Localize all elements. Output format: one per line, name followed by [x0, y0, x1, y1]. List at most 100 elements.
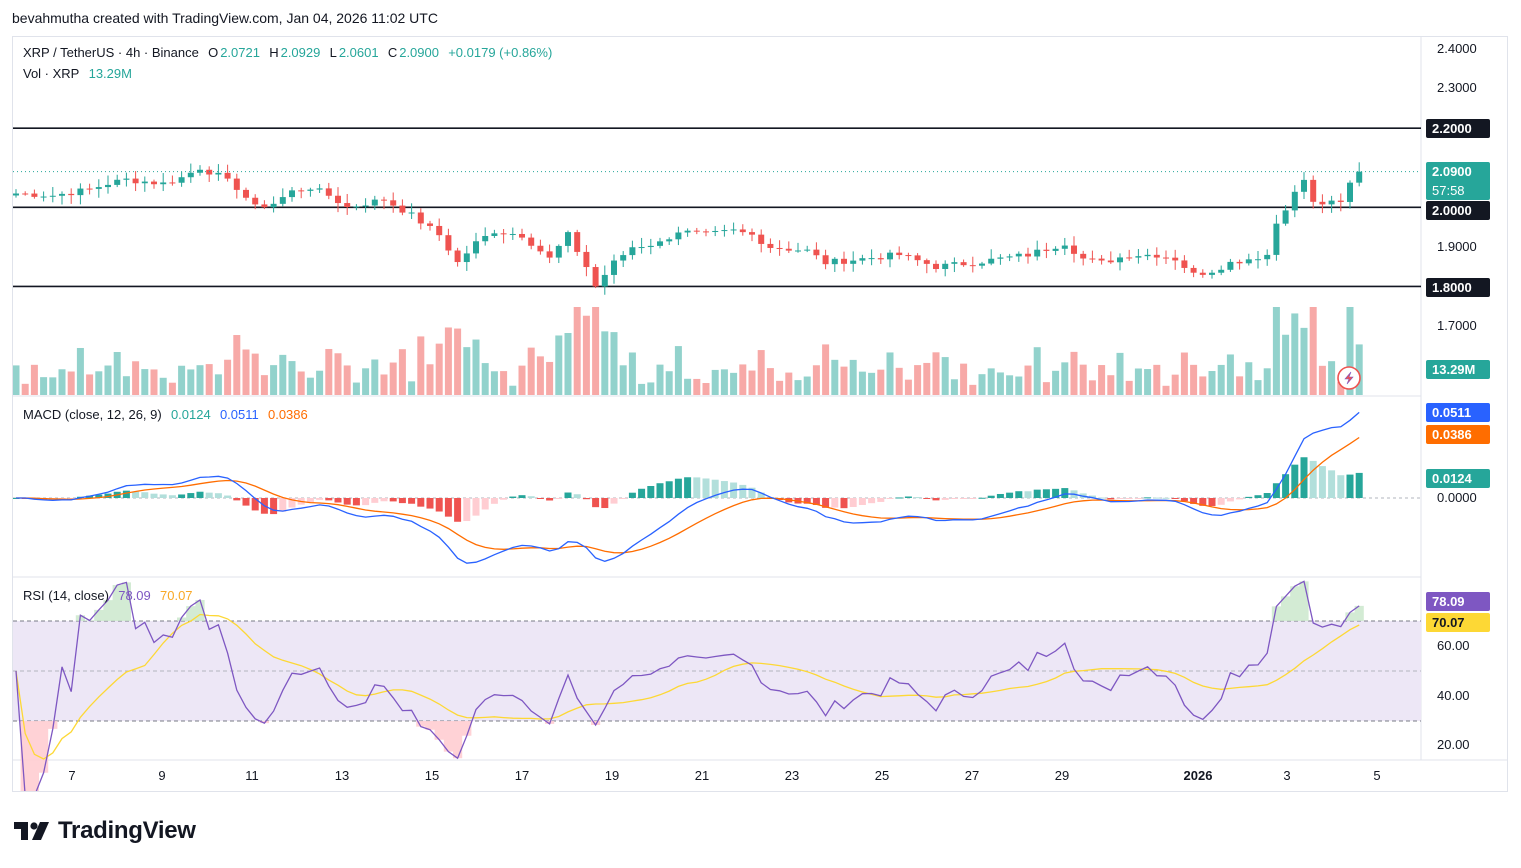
- macd-hist-bar: [748, 487, 756, 498]
- candle-body: [1273, 223, 1280, 255]
- volume-bar: [831, 359, 839, 395]
- macd-hist-bar: [205, 492, 213, 498]
- volume-bar: [776, 380, 784, 395]
- macd-hist-bar: [509, 496, 517, 498]
- macd-hist-bar: [1006, 492, 1014, 498]
- candle-body: [1190, 267, 1197, 273]
- macd-hist-bar: [1024, 491, 1032, 498]
- volume-label[interactable]: Vol · XRP: [23, 66, 80, 81]
- tradingview-logo[interactable]: TradingView: [14, 817, 196, 845]
- lightning-icon[interactable]: [1337, 366, 1361, 390]
- macd-hist-bar: [122, 490, 130, 498]
- volume-bar: [601, 331, 609, 395]
- symbol-title[interactable]: XRP / TetherUS · 4h · Binance: [23, 45, 199, 60]
- macd-hist-bar: [251, 498, 259, 511]
- candle-body: [923, 260, 930, 264]
- candle-body: [620, 255, 627, 261]
- macd-hist-bar: [196, 491, 204, 498]
- candle-body: [151, 181, 157, 185]
- macd-hist-bar: [159, 494, 167, 498]
- macd-hist-bar: [371, 498, 379, 503]
- volume-bar: [104, 365, 112, 395]
- macd-hist-bar: [969, 498, 977, 499]
- volume-bar: [1024, 365, 1032, 395]
- volume-bar: [178, 365, 186, 395]
- candle-body: [270, 203, 277, 208]
- candle-body: [638, 247, 645, 249]
- chart-canvas[interactable]: 7 9 11 13 15 17 19 21 23 25 27 29 2026 3 5: [13, 37, 1507, 791]
- candle-body: [1282, 210, 1289, 224]
- rsi-label[interactable]: RSI (14, close): [23, 588, 109, 603]
- candle-body: [1227, 261, 1234, 270]
- candle-body: [68, 193, 75, 196]
- volume-bar: [1254, 380, 1262, 395]
- volume-bar: [141, 369, 149, 395]
- volume-bar: [1282, 334, 1290, 395]
- volume-bar: [76, 347, 84, 395]
- candle-body: [611, 260, 617, 275]
- volume-bar: [1346, 307, 1354, 395]
- candle-body: [316, 188, 323, 190]
- volume-bar: [95, 371, 103, 395]
- volume-bar: [49, 377, 57, 395]
- candle-body: [960, 262, 967, 266]
- time-axis-label: 9: [158, 768, 165, 783]
- volume-bar: [398, 349, 406, 395]
- volume-bar: [371, 359, 379, 395]
- volume-bar: [288, 361, 296, 395]
- candle-body: [31, 193, 38, 197]
- candle-body: [933, 263, 939, 270]
- macd-hist-bar: [1300, 457, 1308, 498]
- candle-body: [896, 252, 903, 256]
- volume-bar: [435, 343, 443, 395]
- volume-bar: [21, 383, 29, 395]
- candle-body: [712, 230, 719, 233]
- candle-body: [1117, 257, 1123, 263]
- macd-hist-bar: [1015, 491, 1023, 498]
- macd-hist-bar: [831, 498, 839, 508]
- volume-bar: [132, 361, 140, 395]
- candle-body: [1264, 254, 1271, 260]
- volume-bar: [858, 371, 866, 395]
- candle-body: [565, 232, 571, 246]
- volume-bar: [748, 370, 756, 395]
- volume-bar: [279, 354, 287, 395]
- macd-hist-bar: [1282, 474, 1290, 498]
- volume-bar: [582, 315, 590, 395]
- volume-bar: [1125, 380, 1133, 395]
- volume-bar: [518, 365, 526, 395]
- volume-bar: [923, 362, 931, 395]
- candle-body: [1034, 249, 1041, 257]
- volume-bar: [1328, 361, 1336, 395]
- volume-bar: [739, 364, 747, 395]
- candle-body: [408, 212, 415, 214]
- candle-body: [1098, 258, 1105, 261]
- macd-hist-bar: [1208, 498, 1216, 507]
- volume-bar: [987, 368, 995, 395]
- macd-hist-bar: [463, 498, 471, 522]
- volume-bar: [757, 350, 765, 395]
- candle-body: [335, 195, 341, 204]
- candle-body: [537, 245, 544, 252]
- macd-hist-bar: [868, 498, 876, 504]
- volume-bar: [674, 346, 682, 395]
- macd-hist-bar: [233, 498, 241, 501]
- candle-body: [675, 232, 682, 240]
- macd-hist-bar: [665, 481, 673, 498]
- candle-body: [473, 241, 479, 254]
- macd-hist-bar: [150, 493, 158, 498]
- volume-bar: [1245, 362, 1253, 395]
- volume-bar: [647, 382, 655, 395]
- volume-bar: [1006, 375, 1014, 395]
- level-tag-2-00: 2.0000: [1426, 201, 1490, 220]
- macd-hist-bar: [1180, 498, 1188, 502]
- volume-bar: [86, 374, 94, 395]
- candle-body: [546, 251, 553, 258]
- volume-bar: [527, 347, 535, 395]
- macd-hist-bar: [601, 498, 609, 509]
- macd-hist-bar: [104, 493, 112, 498]
- volume-bar: [840, 366, 848, 395]
- macd-label[interactable]: MACD (close, 12, 26, 9): [23, 407, 162, 422]
- chart-attribution: bevahmutha created with TradingView.com,…: [12, 10, 438, 26]
- macd-hist-tag: 0.0124: [1426, 469, 1490, 488]
